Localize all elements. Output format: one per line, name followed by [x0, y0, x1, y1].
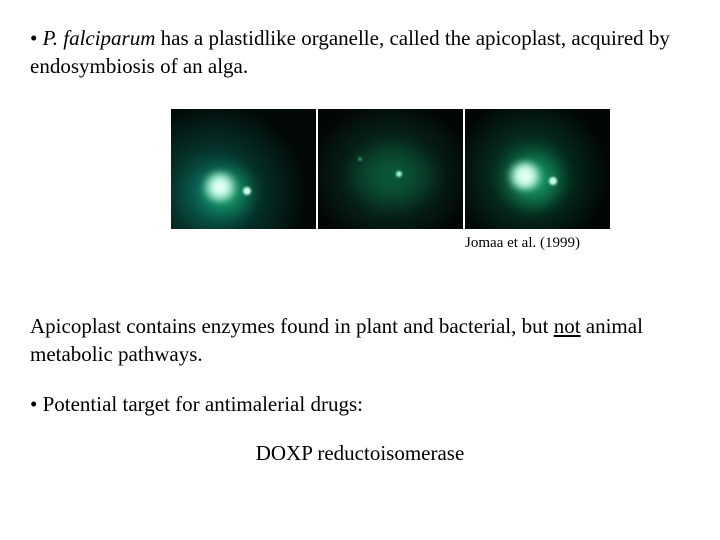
citation: Jomaa et al. (1999): [30, 235, 580, 252]
para2-not: not: [554, 314, 581, 338]
bullet-prefix: •: [30, 26, 43, 50]
microscopy-image-row: [90, 109, 690, 229]
center-term: DOXP reductoisomerase: [30, 441, 690, 466]
species-name: P. falciparum: [43, 26, 156, 50]
bullet-1: • P. falciparum has a plastidlike organe…: [30, 24, 690, 81]
microscopy-image-3: [465, 109, 610, 229]
bullet-3: • Potential target for antimalerial drug…: [30, 390, 690, 418]
microscopy-image-2: [318, 109, 463, 229]
para2-a: Apicoplast contains enzymes found in pla…: [30, 314, 554, 338]
microscopy-image-1: [171, 109, 316, 229]
paragraph-2: Apicoplast contains enzymes found in pla…: [30, 312, 690, 369]
